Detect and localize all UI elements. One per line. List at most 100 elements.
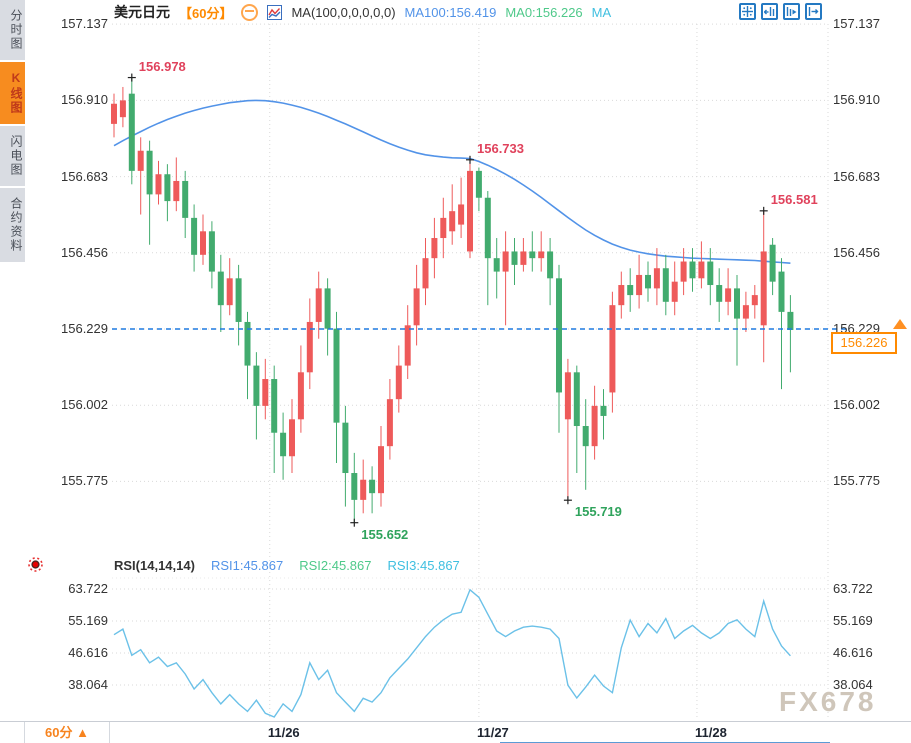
price-axis-label-right: 156.456 <box>833 244 880 260</box>
candle-body <box>502 251 509 272</box>
candle-body <box>271 379 278 433</box>
candle-body <box>386 399 393 447</box>
candle-body <box>449 211 456 232</box>
date-axis-label: 11/28 <box>695 725 727 740</box>
candle-body <box>333 328 340 423</box>
sidebar-item-contract-info[interactable]: 合约资料 <box>0 188 25 262</box>
candle-body <box>734 288 740 319</box>
sidebar-item-time-chart[interactable]: 分时图 <box>0 0 25 60</box>
candle-body <box>458 204 465 225</box>
sidebar-item-lightning-chart[interactable]: 闪电图 <box>0 126 25 186</box>
candle-body <box>627 285 634 296</box>
rsi-settings-label[interactable]: RSI(14,14,14) <box>114 558 195 573</box>
candle-body <box>547 251 554 279</box>
candle-body <box>244 321 251 366</box>
candle-body <box>520 251 527 265</box>
zoom-in-bars-icon[interactable] <box>783 3 800 20</box>
candle-body <box>573 372 580 427</box>
export-icon[interactable] <box>805 3 822 20</box>
candle-body <box>217 271 224 306</box>
candle-body <box>431 238 438 259</box>
chart-toolbar <box>739 3 822 20</box>
candle-body <box>725 288 732 302</box>
indicator-settings-sun-icon[interactable] <box>27 556 44 578</box>
ma-suffix-label: MA <box>591 4 612 20</box>
candle-body <box>484 197 491 259</box>
price-axis-label-left: 155.775 <box>61 473 108 489</box>
price-axis-label-left: 156.456 <box>61 244 108 260</box>
ma-settings-label[interactable]: MA(100,0,0,0,0,0) <box>291 4 396 20</box>
candle-body <box>742 305 749 319</box>
candle-body <box>226 278 233 306</box>
candle-body <box>680 261 687 282</box>
crosshair-icon[interactable] <box>739 3 756 20</box>
candle-body <box>662 268 669 302</box>
rsi-header: RSI(14,14,14) RSI1:45.867 RSI2:45.867 RS… <box>114 558 460 573</box>
rsi3-value-label: RSI3:45.867 <box>387 558 460 573</box>
candle-body <box>155 174 162 195</box>
candle-body <box>369 479 376 494</box>
rsi-line <box>113 588 791 718</box>
candle-body <box>235 278 242 322</box>
candle-body <box>253 365 260 406</box>
candle-body <box>262 379 269 406</box>
candle-body <box>707 261 714 286</box>
rsi-axis-label-right: 46.616 <box>833 645 873 660</box>
zoom-out-bars-icon[interactable] <box>761 3 778 20</box>
interval-selector[interactable]: 60分 ▲ <box>25 722 110 743</box>
candle-body <box>760 251 767 326</box>
candle-body <box>315 288 322 322</box>
sidebar-item-kline-chart[interactable]: K线图 <box>0 62 25 124</box>
candle-body <box>111 103 117 124</box>
price-axis-label-left: 156.683 <box>61 168 108 184</box>
high-price-annotation: 156.733 <box>477 140 524 156</box>
candle-body <box>467 170 473 252</box>
chart-header: 美元日元 【60分】 MA(100,0,0,0,0,0) MA100:156.4… <box>114 3 611 21</box>
rsi2-value-label: RSI2:45.867 <box>299 558 372 573</box>
candle-body <box>324 288 331 329</box>
price-axis-label-left: 156.229 <box>61 321 108 336</box>
candle-body <box>404 325 411 366</box>
candle-body <box>600 405 607 416</box>
candle-body <box>591 405 598 447</box>
candle-body <box>716 285 723 302</box>
candle-body <box>529 251 536 259</box>
date-axis-label: 11/27 <box>476 725 509 740</box>
candle-body <box>769 244 776 282</box>
candle-body <box>128 93 135 171</box>
candle-body <box>645 274 651 289</box>
price-axis-label-right: 155.775 <box>833 473 880 489</box>
candle-body <box>182 180 189 218</box>
candle-body <box>556 278 562 393</box>
candle-body <box>564 372 571 420</box>
candle-body <box>146 150 153 195</box>
interval-text: 60分 <box>45 725 73 740</box>
date-axis-label: 11/26 <box>267 725 300 740</box>
rsi-axis-label-right: 63.722 <box>833 581 873 596</box>
candle-body <box>511 251 518 265</box>
interval-label[interactable]: 【60分】 <box>179 5 233 21</box>
rsi-axis-label-left: 55.169 <box>68 613 108 628</box>
candle-body <box>289 419 295 457</box>
rsi-axis-label-left: 63.722 <box>68 581 108 596</box>
candle-body <box>280 432 287 457</box>
price-axis-label-left: 156.910 <box>61 92 108 108</box>
indicator-chart-icon[interactable] <box>267 4 283 20</box>
current-price-tag: 156.226 <box>831 332 897 354</box>
candle-body <box>778 271 785 312</box>
collapse-indicator-icon[interactable] <box>241 3 259 21</box>
candle-body <box>342 422 349 474</box>
candle-body <box>351 473 358 500</box>
candle-body <box>618 285 625 306</box>
candle-body <box>422 258 429 289</box>
price-axis-label-right: 156.002 <box>833 397 880 413</box>
candle-body <box>297 372 304 420</box>
price-up-arrow-icon <box>893 319 907 329</box>
candle-body <box>582 426 589 447</box>
high-price-annotation: 156.978 <box>138 58 186 74</box>
candle-body <box>164 174 171 202</box>
candle-body <box>208 231 215 272</box>
rsi-axis-label-right: 55.169 <box>833 613 873 628</box>
candle-body <box>698 261 705 279</box>
